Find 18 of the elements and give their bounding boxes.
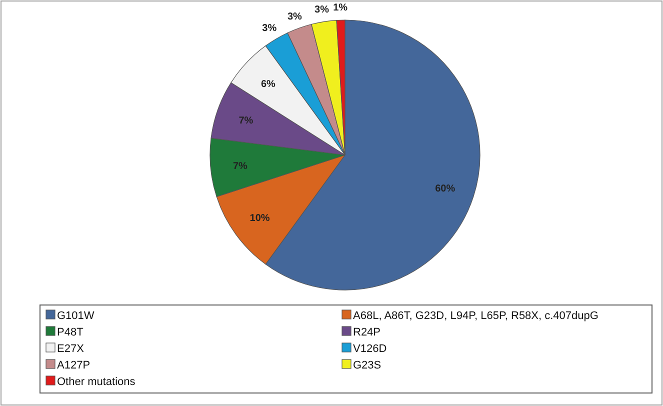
data-label: 3% xyxy=(287,11,302,22)
legend-label: E27X xyxy=(57,343,85,355)
data-label: 7% xyxy=(238,115,254,126)
legend-label: V126D xyxy=(353,343,387,355)
legend-label: G23S xyxy=(353,360,382,372)
legend-label: P48T xyxy=(57,326,84,338)
legend-label: A68L, A86T, G23D, L94P, L65P, R58X, c.407dupG xyxy=(353,310,598,322)
legend-label: R24P xyxy=(353,326,381,338)
data-label: 3% xyxy=(314,4,330,16)
data-label: 60% xyxy=(435,184,456,195)
data-label: 10% xyxy=(250,212,270,224)
legend-label: A127P xyxy=(57,360,90,372)
data-label: 7% xyxy=(232,160,248,172)
data-label: 3% xyxy=(262,23,277,34)
legend-label: Other mutations xyxy=(57,376,136,388)
legend-label: G101W xyxy=(57,310,95,322)
data-label: 1% xyxy=(333,2,348,14)
data-label: 6% xyxy=(261,78,276,90)
